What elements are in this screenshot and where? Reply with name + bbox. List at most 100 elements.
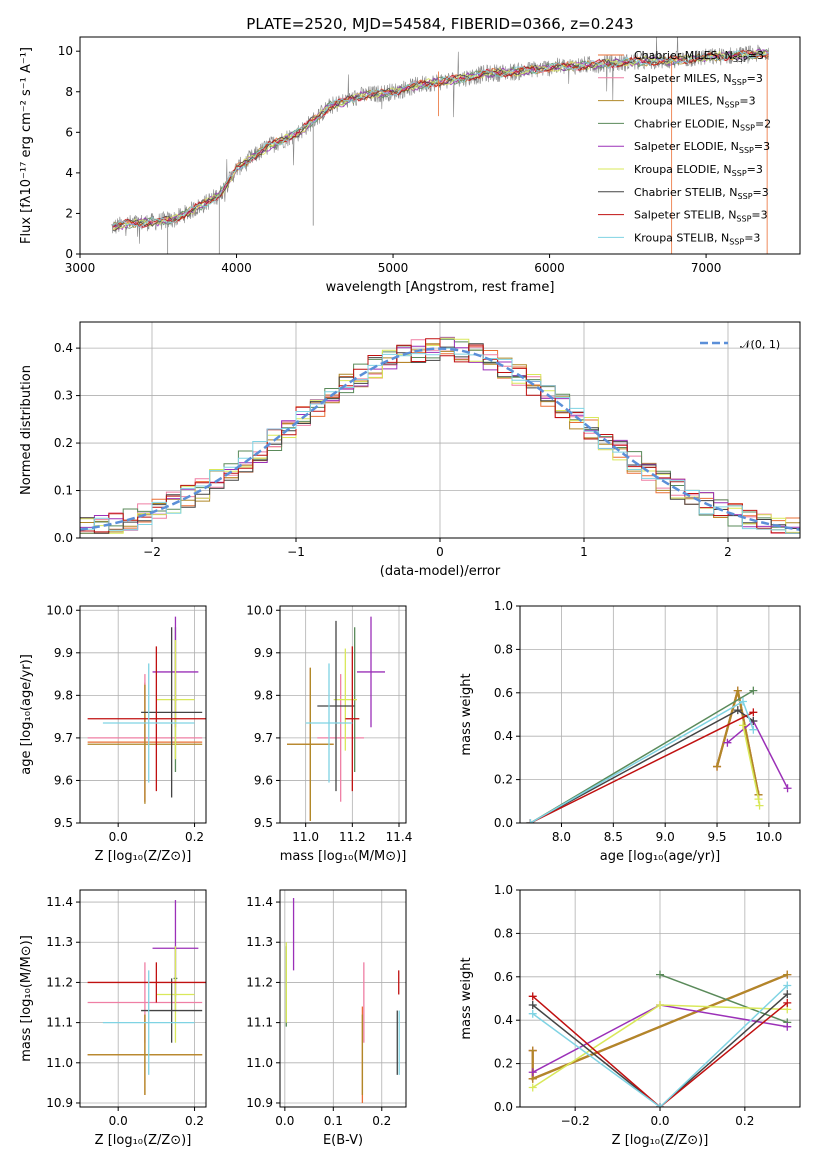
histogram-salpeter-stelib xyxy=(80,338,800,538)
y-tick-label: 8 xyxy=(65,85,73,99)
x-tick-label: 0.2 xyxy=(185,830,204,844)
weight-line-chabrier-stelib xyxy=(526,706,758,823)
y-tick-label: 9.8 xyxy=(254,688,273,702)
plot-area xyxy=(87,616,206,804)
errorbar-kroupa-elodie xyxy=(333,648,357,751)
panel-spectrum: 3000 4000 5000 6000 7000 0 2 4 6 8 10 wavelength [A… xyxy=(19,36,801,295)
x-tick-label: −0.2 xyxy=(561,1114,590,1128)
x-axis-label: E(B-V) xyxy=(323,1133,363,1148)
errorbar-kroupa-miles xyxy=(287,667,334,821)
x-tick-label: 8.0 xyxy=(552,830,571,844)
errorbar-chabrier-stelib xyxy=(317,620,355,792)
y-tick-label: 11.1 xyxy=(246,1016,273,1030)
weight-point-marker xyxy=(528,1046,537,1055)
weight-line-salpeter-elodie xyxy=(723,717,792,793)
y-tick-label: 0.2 xyxy=(54,436,73,450)
x-tick-label: −2 xyxy=(143,545,161,559)
weight-point-marker xyxy=(526,819,535,823)
y-tick-label: 9.6 xyxy=(254,773,273,787)
weight-point-marker xyxy=(783,784,792,793)
legend-entry-chabrier-stelib: Chabrier STELIB, NSSP=3 xyxy=(634,186,769,201)
y-tick-label: 9.5 xyxy=(254,816,273,830)
errorbar-salpeter-stelib xyxy=(345,646,360,792)
legend-entry-normal: 𝒩(0, 1) xyxy=(740,338,780,351)
model-line-chabrier-stelib xyxy=(112,49,769,232)
legend-entry-salpeter-stelib: Salpeter STELIB, NSSP=3 xyxy=(634,209,768,224)
y-tick-label: 0.8 xyxy=(494,926,513,940)
legend-entry-kroupa-stelib: Kroupa STELIB, NSSP=3 xyxy=(634,231,760,246)
errorbar-kroupa-miles xyxy=(87,684,203,804)
errorbar-kroupa-elodie xyxy=(156,946,195,1043)
plot-area xyxy=(111,37,769,254)
x-tick-label: 11.2 xyxy=(339,830,366,844)
y-axis-label: mass [log₁₀(M/M⊙)] xyxy=(19,935,34,1062)
y-axis-label: Normed distribution xyxy=(19,365,34,495)
weight-line-chabrier-elodie xyxy=(656,970,792,1027)
panel-mass-vs-Z: 0.0 0.2 10.9 11.0 11.1 11.2 11.3 11.4 Z [log₁₀(Z… xyxy=(19,889,207,1148)
y-axis-label: age [log₁₀(age/yr)] xyxy=(19,654,34,775)
axes-frame xyxy=(79,889,207,1108)
x-tick-label: 0 xyxy=(436,545,444,559)
x-tick-label: 9.5 xyxy=(707,830,726,844)
axes-frame xyxy=(79,36,801,255)
x-axis-label: Z [log₁₀(Z/Z⊙)] xyxy=(95,1133,192,1148)
plot-area xyxy=(526,686,792,823)
weight-point-marker xyxy=(528,1001,537,1010)
weight-point-marker xyxy=(783,970,792,979)
panel-weight-vs-Z: −0.2 0.0 0.2 0.0 0.2 0.4 0.6 0.8 1.0 Z [log₁₀(Z/Z… xyxy=(459,883,801,1148)
x-tick-label: 6000 xyxy=(534,261,565,275)
y-tick-label: 11.4 xyxy=(246,895,273,909)
y-axis-label: Flux [fλ10⁻¹⁷ erg cm⁻² s⁻¹ A⁻¹] xyxy=(19,47,34,244)
weight-point-marker xyxy=(738,697,747,706)
axes-frame xyxy=(519,605,801,824)
y-tick-label: 9.9 xyxy=(54,646,73,660)
weight-point-marker xyxy=(528,1009,537,1018)
errorbar-kroupa-stelib xyxy=(102,663,195,783)
errorbar-kroupa-stelib xyxy=(102,970,195,1075)
x-axis-label: Z [log₁₀(Z/Z⊙)] xyxy=(95,849,192,864)
weight-line-kroupa-stelib xyxy=(526,697,758,823)
weight-point-marker xyxy=(754,795,763,804)
weight-point-marker xyxy=(723,738,732,747)
x-tick-label: −1 xyxy=(287,545,305,559)
weight-point-marker xyxy=(783,990,792,999)
y-tick-label: 0.6 xyxy=(494,970,513,984)
normal-curve xyxy=(80,347,800,531)
y-tick-label: 2 xyxy=(65,206,73,220)
y-tick-label: 9.7 xyxy=(54,731,73,745)
x-tick-label: 11.4 xyxy=(386,830,413,844)
weight-point-marker xyxy=(783,981,792,990)
legend-entry-kroupa-miles: Kroupa MILES, NSSP=3 xyxy=(634,95,756,110)
axes-frame xyxy=(79,605,207,824)
errorbar-kroupa-elodie xyxy=(156,640,195,760)
weight-point-marker xyxy=(783,1022,792,1031)
plot-area xyxy=(285,898,400,1103)
y-tick-label: 0.2 xyxy=(494,773,513,787)
y-tick-label: 10.9 xyxy=(246,1096,273,1110)
weight-point-marker xyxy=(749,725,758,734)
plot-area xyxy=(80,336,800,538)
weight-line-salpeter-stelib xyxy=(526,708,758,823)
x-tick-label: 0.0 xyxy=(109,1114,128,1128)
x-tick-label: 0.2 xyxy=(372,1114,391,1128)
y-tick-label: 0.4 xyxy=(494,1013,513,1027)
weight-point-marker xyxy=(656,1001,664,1010)
x-tick-label: 3000 xyxy=(65,261,96,275)
histogram-kroupa-stelib xyxy=(80,347,800,538)
weight-point-marker xyxy=(733,686,742,695)
errorbar-salpeter-stelib xyxy=(87,646,206,792)
y-axis-label: mass weight xyxy=(459,957,474,1039)
weight-point-marker xyxy=(783,998,792,1007)
y-tick-label: 0 xyxy=(65,247,73,261)
weight-point-marker xyxy=(749,708,758,717)
x-tick-label: 0.1 xyxy=(324,1114,343,1128)
errorbar-chabrier-stelib xyxy=(141,627,203,798)
y-axis-label: mass weight xyxy=(459,673,474,755)
y-tick-label: 11.2 xyxy=(246,975,273,989)
y-tick-label: 11.3 xyxy=(46,935,73,949)
weight-point-marker xyxy=(656,970,664,979)
weight-line-kroupa-elodie xyxy=(738,721,764,810)
weight-point-marker xyxy=(713,762,722,771)
y-tick-label: 6 xyxy=(65,125,73,139)
